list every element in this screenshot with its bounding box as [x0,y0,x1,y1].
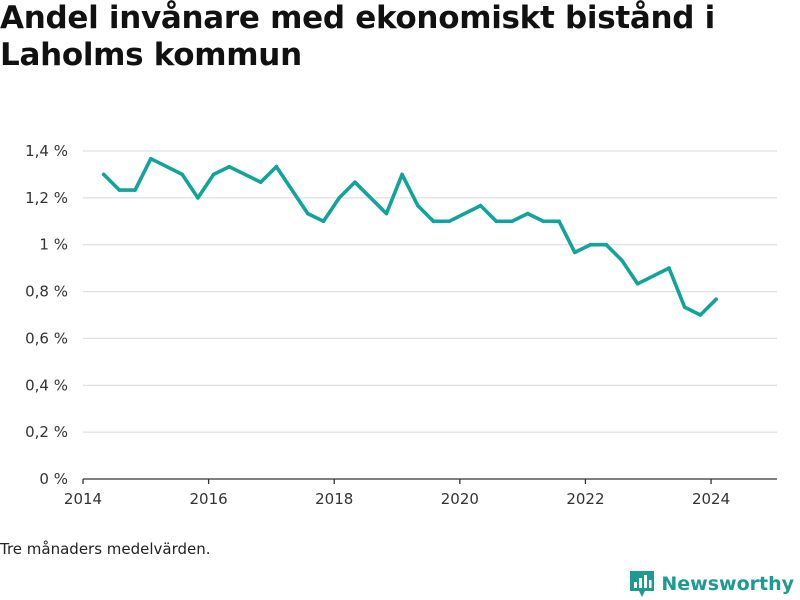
x-tick-label: 2024 [692,490,730,508]
newsworthy-logo-icon [630,571,655,597]
data-point [510,219,514,224]
grid-lines [83,150,777,433]
data-point [321,219,326,224]
data-point [133,188,137,192]
data-point [306,211,310,216]
data-point [667,266,671,270]
chart-title: Andel invånare med ekonomiskt bistånd i … [0,0,715,73]
x-tick-label: 2020 [441,490,479,508]
data-point [682,305,687,310]
x-tick-label: 2014 [64,490,102,508]
data-point [525,211,530,216]
data-point [117,188,122,192]
y-tick-label: 0,8 % [25,283,68,301]
x-tick-label: 2022 [566,490,604,508]
data-point [431,219,436,224]
brand-name: Newsworthy [661,573,794,595]
y-tick-label: 0,4 % [25,376,68,394]
data-point [635,282,640,286]
x-tick-label: 2016 [190,490,228,508]
data-point [588,242,593,247]
data-point [447,219,452,224]
data-point [478,203,483,208]
data-point [227,164,232,169]
footnote: Tre månaders medelvärden. [0,540,211,558]
newsworthy-brand[interactable]: Newsworthy [629,570,794,598]
data-point [353,180,357,184]
data-point [337,196,342,200]
y-tick-label: 1 % [39,236,68,254]
y-tick-label: 0 % [39,470,68,488]
data-point [101,172,106,177]
data-point [698,313,703,317]
data-point [604,242,608,247]
data-point [541,219,546,224]
data-point [494,219,499,224]
x-axis: 2014 2016 2018 2020 2022 2024 [64,478,777,508]
data-point [620,258,624,263]
series-line [101,156,718,317]
y-tick-label: 1,4 % [25,142,68,160]
data-point [149,156,153,161]
line-chart: 0 % 0,2 % 0,4 % 0,6 % 0,8 % 1 % 1,2 % 1,4 % 201… [25,142,777,508]
y-tick-label: 0,6 % [25,329,68,347]
data-point [258,180,263,184]
y-tick-label: 0,2 % [25,423,68,441]
series-layer [101,156,718,317]
data-point [557,219,561,224]
data-point [400,172,404,177]
data-point [416,203,420,208]
y-tick-label: 1,2 % [25,189,68,207]
y-axis-labels: 0 % 0,2 % 0,4 % 0,6 % 0,8 % 1 % 1,2 % 1,4 % [25,142,68,488]
data-point [714,297,718,302]
data-point [384,211,389,216]
x-tick-label: 2018 [315,490,353,508]
data-point [211,172,216,177]
data-point [573,250,577,255]
data-point [180,172,184,177]
data-point [274,164,279,169]
data-point [196,196,200,200]
